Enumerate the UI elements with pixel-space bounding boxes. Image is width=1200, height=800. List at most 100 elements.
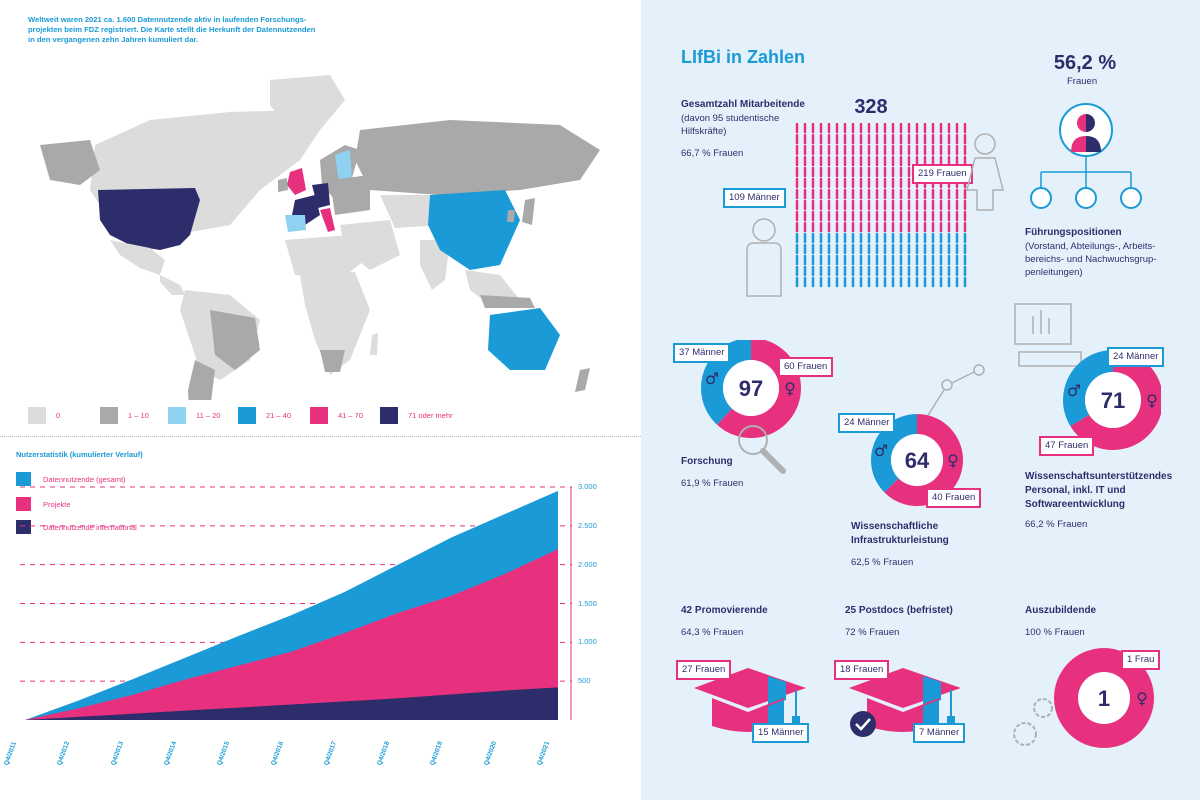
map-russia bbox=[355, 120, 600, 195]
research-women-box: 60 Frauen bbox=[778, 357, 834, 377]
map-china bbox=[428, 190, 520, 270]
female-symbol-icon: ♀ bbox=[1146, 391, 1158, 410]
map-madagascar bbox=[370, 333, 378, 355]
network-icon bbox=[924, 364, 985, 420]
support-men-box: 24 Männer bbox=[1107, 347, 1165, 367]
donut-total: 97 bbox=[739, 376, 763, 401]
legend-label: 0 bbox=[56, 410, 61, 420]
donut-total: 64 bbox=[905, 448, 930, 473]
staff-women-box: 219 Frauen bbox=[912, 164, 973, 184]
chart-legend-item-2: Datennutzende international bbox=[16, 520, 137, 534]
trainees-share: 100 % Frauen bbox=[1025, 627, 1085, 638]
area-series-2 bbox=[25, 687, 558, 720]
staff-share: 66,7 % Frauen bbox=[681, 148, 744, 159]
phd-label: 42 Promovierende bbox=[681, 605, 768, 616]
map-indonesia bbox=[480, 295, 535, 308]
map-spain bbox=[285, 215, 306, 232]
y-tick-label: 3.000 bbox=[578, 482, 597, 491]
legend-label: 41 – 70 bbox=[338, 410, 364, 420]
map-intro-text: Weltweit waren 2021 ca. 1.600 Datennutze… bbox=[28, 15, 316, 44]
map-india bbox=[420, 240, 450, 290]
y-tick-label: 1.500 bbox=[578, 598, 597, 608]
legend-label: Datennutzende international bbox=[43, 522, 137, 532]
female-symbol-icon: ♀ bbox=[1136, 689, 1148, 708]
map-africa bbox=[300, 272, 370, 375]
donut-slice-men bbox=[871, 414, 917, 493]
postdocs-men-box: 7 Männer bbox=[913, 723, 966, 743]
legend-label: 11 – 20 bbox=[196, 410, 221, 420]
map-southeast-asia bbox=[465, 270, 520, 305]
gears-icon bbox=[1013, 698, 1053, 746]
map-usa bbox=[98, 188, 200, 250]
legend-swatch bbox=[16, 520, 31, 534]
map-alaska bbox=[40, 140, 100, 185]
computer-icon bbox=[1014, 303, 1082, 367]
legend-label: 71 oder mehr bbox=[408, 410, 453, 420]
leadership-sub: (Vorstand, Abteilungs-, Arbeits-bereichs… bbox=[1025, 241, 1157, 278]
legend-swatch bbox=[16, 497, 31, 511]
staff-men-box: 109 Männer bbox=[723, 188, 786, 208]
y-tick-label: 500 bbox=[578, 676, 591, 686]
map-argentina-chile bbox=[188, 360, 215, 400]
trainees-donut: 1 ♀ bbox=[1054, 648, 1154, 748]
staff-total: 328 bbox=[854, 96, 888, 118]
phd-men-box: 15 Männer bbox=[752, 723, 810, 743]
map-greenland bbox=[270, 75, 345, 130]
legend-label: 21 – 40 bbox=[266, 410, 292, 420]
support-share: 66,2 % Frauen bbox=[1025, 519, 1088, 530]
facts-title: LIfBi in Zahlen bbox=[681, 47, 805, 67]
leadership-pct-label: Frauen bbox=[1067, 76, 1098, 87]
legend-swatch bbox=[16, 472, 31, 486]
infrastructure-women-box: 40 Frauen bbox=[926, 488, 982, 508]
staff-label: Gesamtzahl Mitarbeitende bbox=[681, 99, 805, 110]
postdocs-label: 25 Postdocs (befristet) bbox=[845, 605, 953, 616]
legend-item-1: 1 – 10 bbox=[100, 406, 149, 424]
map-germany bbox=[312, 183, 330, 208]
female-symbol-icon: ♀ bbox=[784, 379, 796, 398]
legend-swatch bbox=[380, 406, 398, 424]
y-tick-label: 2.000 bbox=[578, 559, 597, 569]
divider bbox=[0, 436, 641, 437]
donut-center bbox=[1085, 372, 1141, 428]
map-central-america bbox=[160, 275, 185, 295]
cap-tassel-end bbox=[792, 716, 800, 726]
donut-slice-men bbox=[1063, 350, 1113, 427]
phd-women-box: 27 Frauen bbox=[676, 660, 732, 680]
legend-item-5: 71 oder mehr bbox=[380, 406, 453, 424]
chart-legend-item-1: Projekte bbox=[16, 497, 71, 511]
postdocs-women-box: 18 Frauen bbox=[834, 660, 890, 680]
map-south-africa bbox=[320, 350, 345, 372]
male-symbol-icon: ♂ bbox=[1067, 381, 1081, 400]
map-italy bbox=[320, 208, 335, 232]
legend-item-3: 21 – 40 bbox=[238, 406, 291, 424]
map-ireland bbox=[278, 178, 288, 192]
phd-share: 64,3 % Frauen bbox=[681, 627, 744, 638]
left-panel: Weltweit waren 2021 ca. 1.600 Datennutze… bbox=[0, 15, 641, 767]
chart-title: Nutzerstatistik (kumulierter Verlauf) bbox=[16, 450, 143, 459]
org-chart-icon bbox=[1030, 103, 1142, 209]
support-donut: 71 ♂ ♀ bbox=[1063, 350, 1161, 450]
support-label: Wissenschaftsunterstützendes Personal, i… bbox=[1025, 471, 1173, 510]
donut-total: 71 bbox=[1101, 388, 1125, 413]
support-women-box: 47 Frauen bbox=[1039, 436, 1095, 456]
woman-person-icon bbox=[966, 133, 1004, 211]
chart-legend-item-0: Datennutzende (gesamt) bbox=[16, 472, 126, 486]
donut-center bbox=[1078, 672, 1130, 724]
map-mexico bbox=[110, 240, 165, 275]
right-panel: LIfBi in Zahlen Gesamtzahl Mitarbeitende… bbox=[641, 0, 1200, 800]
map-new-zealand bbox=[575, 368, 590, 392]
legend-swatch bbox=[28, 406, 46, 424]
infrastructure-donut: 64 ♂ ♀ bbox=[871, 414, 963, 506]
donut-total: 1 bbox=[1098, 686, 1110, 711]
legend-swatch bbox=[168, 406, 186, 424]
research-share: 61,9 % Frauen bbox=[681, 478, 744, 489]
y-tick-label: 2.500 bbox=[578, 520, 597, 530]
map-brazil bbox=[210, 310, 260, 370]
legend-swatch bbox=[238, 406, 256, 424]
map-korea bbox=[507, 210, 515, 222]
area-series-1 bbox=[25, 549, 558, 720]
leadership-label: Führungspositionen bbox=[1025, 227, 1122, 238]
map-japan bbox=[522, 198, 535, 225]
map-australia bbox=[488, 308, 560, 370]
map-uk bbox=[287, 168, 306, 195]
